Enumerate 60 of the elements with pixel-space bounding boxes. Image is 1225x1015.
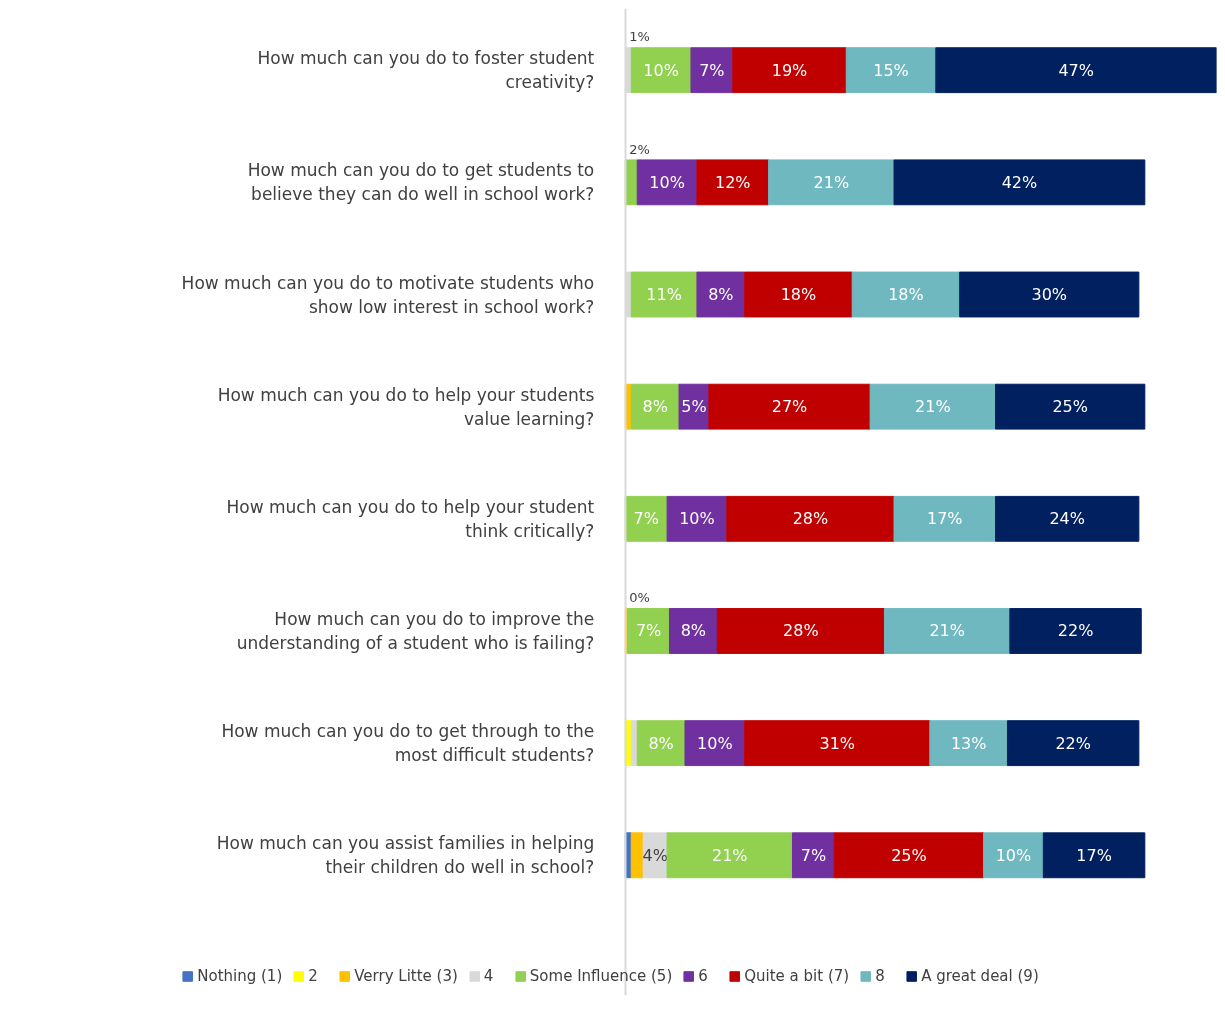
y-tick-label: How much can you do to help your student think critically?: [226, 496, 595, 541]
data-label: 42%: [1001, 172, 1038, 192]
data-label: 17%: [927, 509, 963, 529]
data-label: 10%: [995, 845, 1032, 865]
y-tick-label: How much can you assist families in helping their children do well in school?: [216, 833, 595, 878]
legend-label: 2: [308, 967, 319, 985]
legend-label: Nothing (1): [197, 967, 283, 985]
data-label: 22%: [1057, 621, 1094, 641]
data-label: 17%: [1076, 845, 1112, 865]
legend-label: Some Influence (5): [529, 967, 673, 985]
legend-label: A great deal (9): [921, 967, 1039, 985]
data-label: 4%: [642, 845, 668, 865]
y-tick-label: How much can you do to help your students value learning?: [217, 384, 595, 429]
y-tick-label: How much can you do to foster student creativity?: [257, 48, 595, 93]
data-label: 30%: [1031, 285, 1068, 305]
data-label: 10%: [649, 172, 685, 192]
data-label: 13%: [950, 733, 987, 753]
data-label: 10%: [643, 60, 679, 80]
legend-label: 4: [483, 967, 495, 985]
data-label: 8%: [708, 285, 734, 305]
data-label: 7%: [633, 509, 659, 529]
data-label: 0%: [629, 590, 650, 606]
data-label: 10%: [679, 509, 715, 529]
data-label: 11%: [646, 285, 682, 305]
data-label: 21%: [813, 172, 850, 192]
data-label: 7%: [699, 60, 725, 80]
data-label: 25%: [1052, 397, 1088, 417]
y-tick-label: How much can you do to improve the understanding of a student who is failing?: [236, 608, 595, 653]
data-label: 10%: [697, 733, 733, 753]
data-label: 24%: [1049, 509, 1085, 529]
legend-label: 8: [875, 967, 886, 985]
data-label: 21%: [929, 621, 965, 641]
data-label: 18%: [780, 285, 817, 305]
data-label: 8%: [642, 397, 668, 417]
y-tick-label: How much can you do to get through to the most difficult students?: [221, 721, 595, 766]
data-label: 47%: [1058, 60, 1094, 80]
legend-label: Verry Litte (3): [354, 967, 458, 985]
data-label: 12%: [714, 172, 751, 192]
legend-label: 6: [698, 967, 709, 985]
data-label: 28%: [783, 621, 819, 641]
data-label: 7%: [800, 845, 827, 865]
data-label: 7%: [635, 621, 662, 641]
data-label: 31%: [819, 733, 856, 753]
data-label: 21%: [915, 397, 951, 417]
data-label: 21%: [712, 845, 748, 865]
data-label: 27%: [771, 397, 808, 417]
data-label: 15%: [873, 60, 909, 80]
data-label: 1%: [629, 29, 650, 45]
data-label: 22%: [1055, 733, 1091, 753]
data-label: 8%: [648, 733, 674, 753]
y-tick-label: How much can you do to get students to believe they can do well in school work?: [247, 160, 595, 205]
data-label: 19%: [771, 60, 808, 80]
legend-label: Quite a bit (7): [744, 967, 850, 985]
data-label: 2%: [629, 141, 650, 157]
data-label: 25%: [891, 845, 927, 865]
y-tick-label: How much can you do to motivate students who show low interest in school work?: [181, 272, 595, 317]
data-label: 28%: [792, 509, 829, 529]
data-label: 18%: [888, 285, 924, 305]
data-label: 8%: [680, 621, 707, 641]
data-label: 5%: [681, 397, 707, 417]
